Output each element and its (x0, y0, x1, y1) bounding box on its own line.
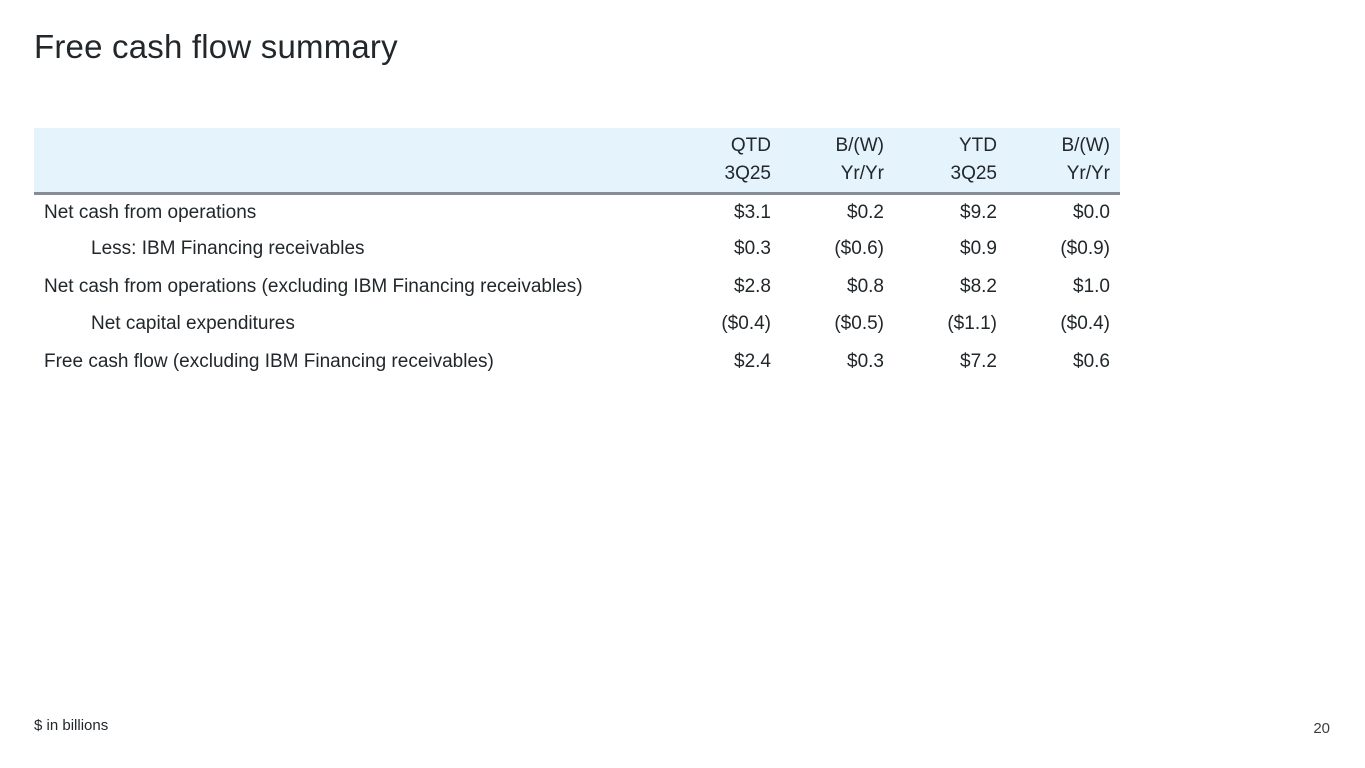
column-header-ytd-3q25: YTD 3Q25 (894, 128, 1007, 195)
column-header-bw-yryr-ytd: B/(W) Yr/Yr (1007, 128, 1120, 195)
value-cell: $2.8 (734, 275, 771, 297)
free-cash-flow-table: QTD 3Q25 B/(W) Yr/Yr YTD 3Q25 B/(W) Yr/Y… (34, 128, 1120, 381)
header-spacer (34, 128, 668, 195)
footnote: $ in billions (34, 717, 109, 734)
table-row: Net cash from operations (excluding IBM … (34, 268, 1120, 306)
value-cell: ($0.4) (1060, 313, 1110, 335)
value-cell: ($0.4) (721, 313, 771, 335)
row-label: Free cash flow (excluding IBM Financing … (44, 350, 494, 372)
row-label: Net cash from operations (excluding IBM … (44, 275, 583, 297)
page-number: 20 (1313, 720, 1330, 737)
value-cell: $0.0 (1073, 201, 1110, 223)
value-cell: $0.3 (847, 350, 884, 372)
value-cell: $7.2 (960, 350, 997, 372)
value-cell: ($1.1) (947, 313, 997, 335)
value-cell: ($0.9) (1060, 238, 1110, 260)
value-cell: $0.3 (734, 238, 771, 260)
table-header-row: QTD 3Q25 B/(W) Yr/Yr YTD 3Q25 B/(W) Yr/Y… (34, 128, 1120, 195)
value-cell: $8.2 (960, 275, 997, 297)
value-cell: ($0.5) (834, 313, 884, 335)
table-row: Net cash from operations $3.1 $0.2 $9.2 … (34, 193, 1120, 231)
page-title: Free cash flow summary (34, 28, 398, 65)
column-header-qtd-3q25: QTD 3Q25 (668, 128, 781, 195)
value-cell: $2.4 (734, 350, 771, 372)
table-row: Free cash flow (excluding IBM Financing … (34, 343, 1120, 381)
row-label: Net capital expenditures (91, 313, 295, 335)
table-row: Less: IBM Financing receivables $0.3 ($0… (34, 231, 1120, 269)
value-cell: $0.9 (960, 238, 997, 260)
row-label: Less: IBM Financing receivables (91, 238, 365, 260)
value-cell: $0.8 (847, 275, 884, 297)
value-cell: ($0.6) (834, 238, 884, 260)
value-cell: $9.2 (960, 201, 997, 223)
value-cell: $1.0 (1073, 275, 1110, 297)
row-label: Net cash from operations (44, 201, 257, 223)
column-header-bw-yryr-qtd: B/(W) Yr/Yr (781, 128, 894, 195)
value-cell: $3.1 (734, 201, 771, 223)
table-row: Net capital expenditures ($0.4) ($0.5) (… (34, 306, 1120, 344)
value-cell: $0.2 (847, 201, 884, 223)
value-cell: $0.6 (1073, 350, 1110, 372)
table-header: QTD 3Q25 B/(W) Yr/Yr YTD 3Q25 B/(W) Yr/Y… (34, 128, 1120, 195)
